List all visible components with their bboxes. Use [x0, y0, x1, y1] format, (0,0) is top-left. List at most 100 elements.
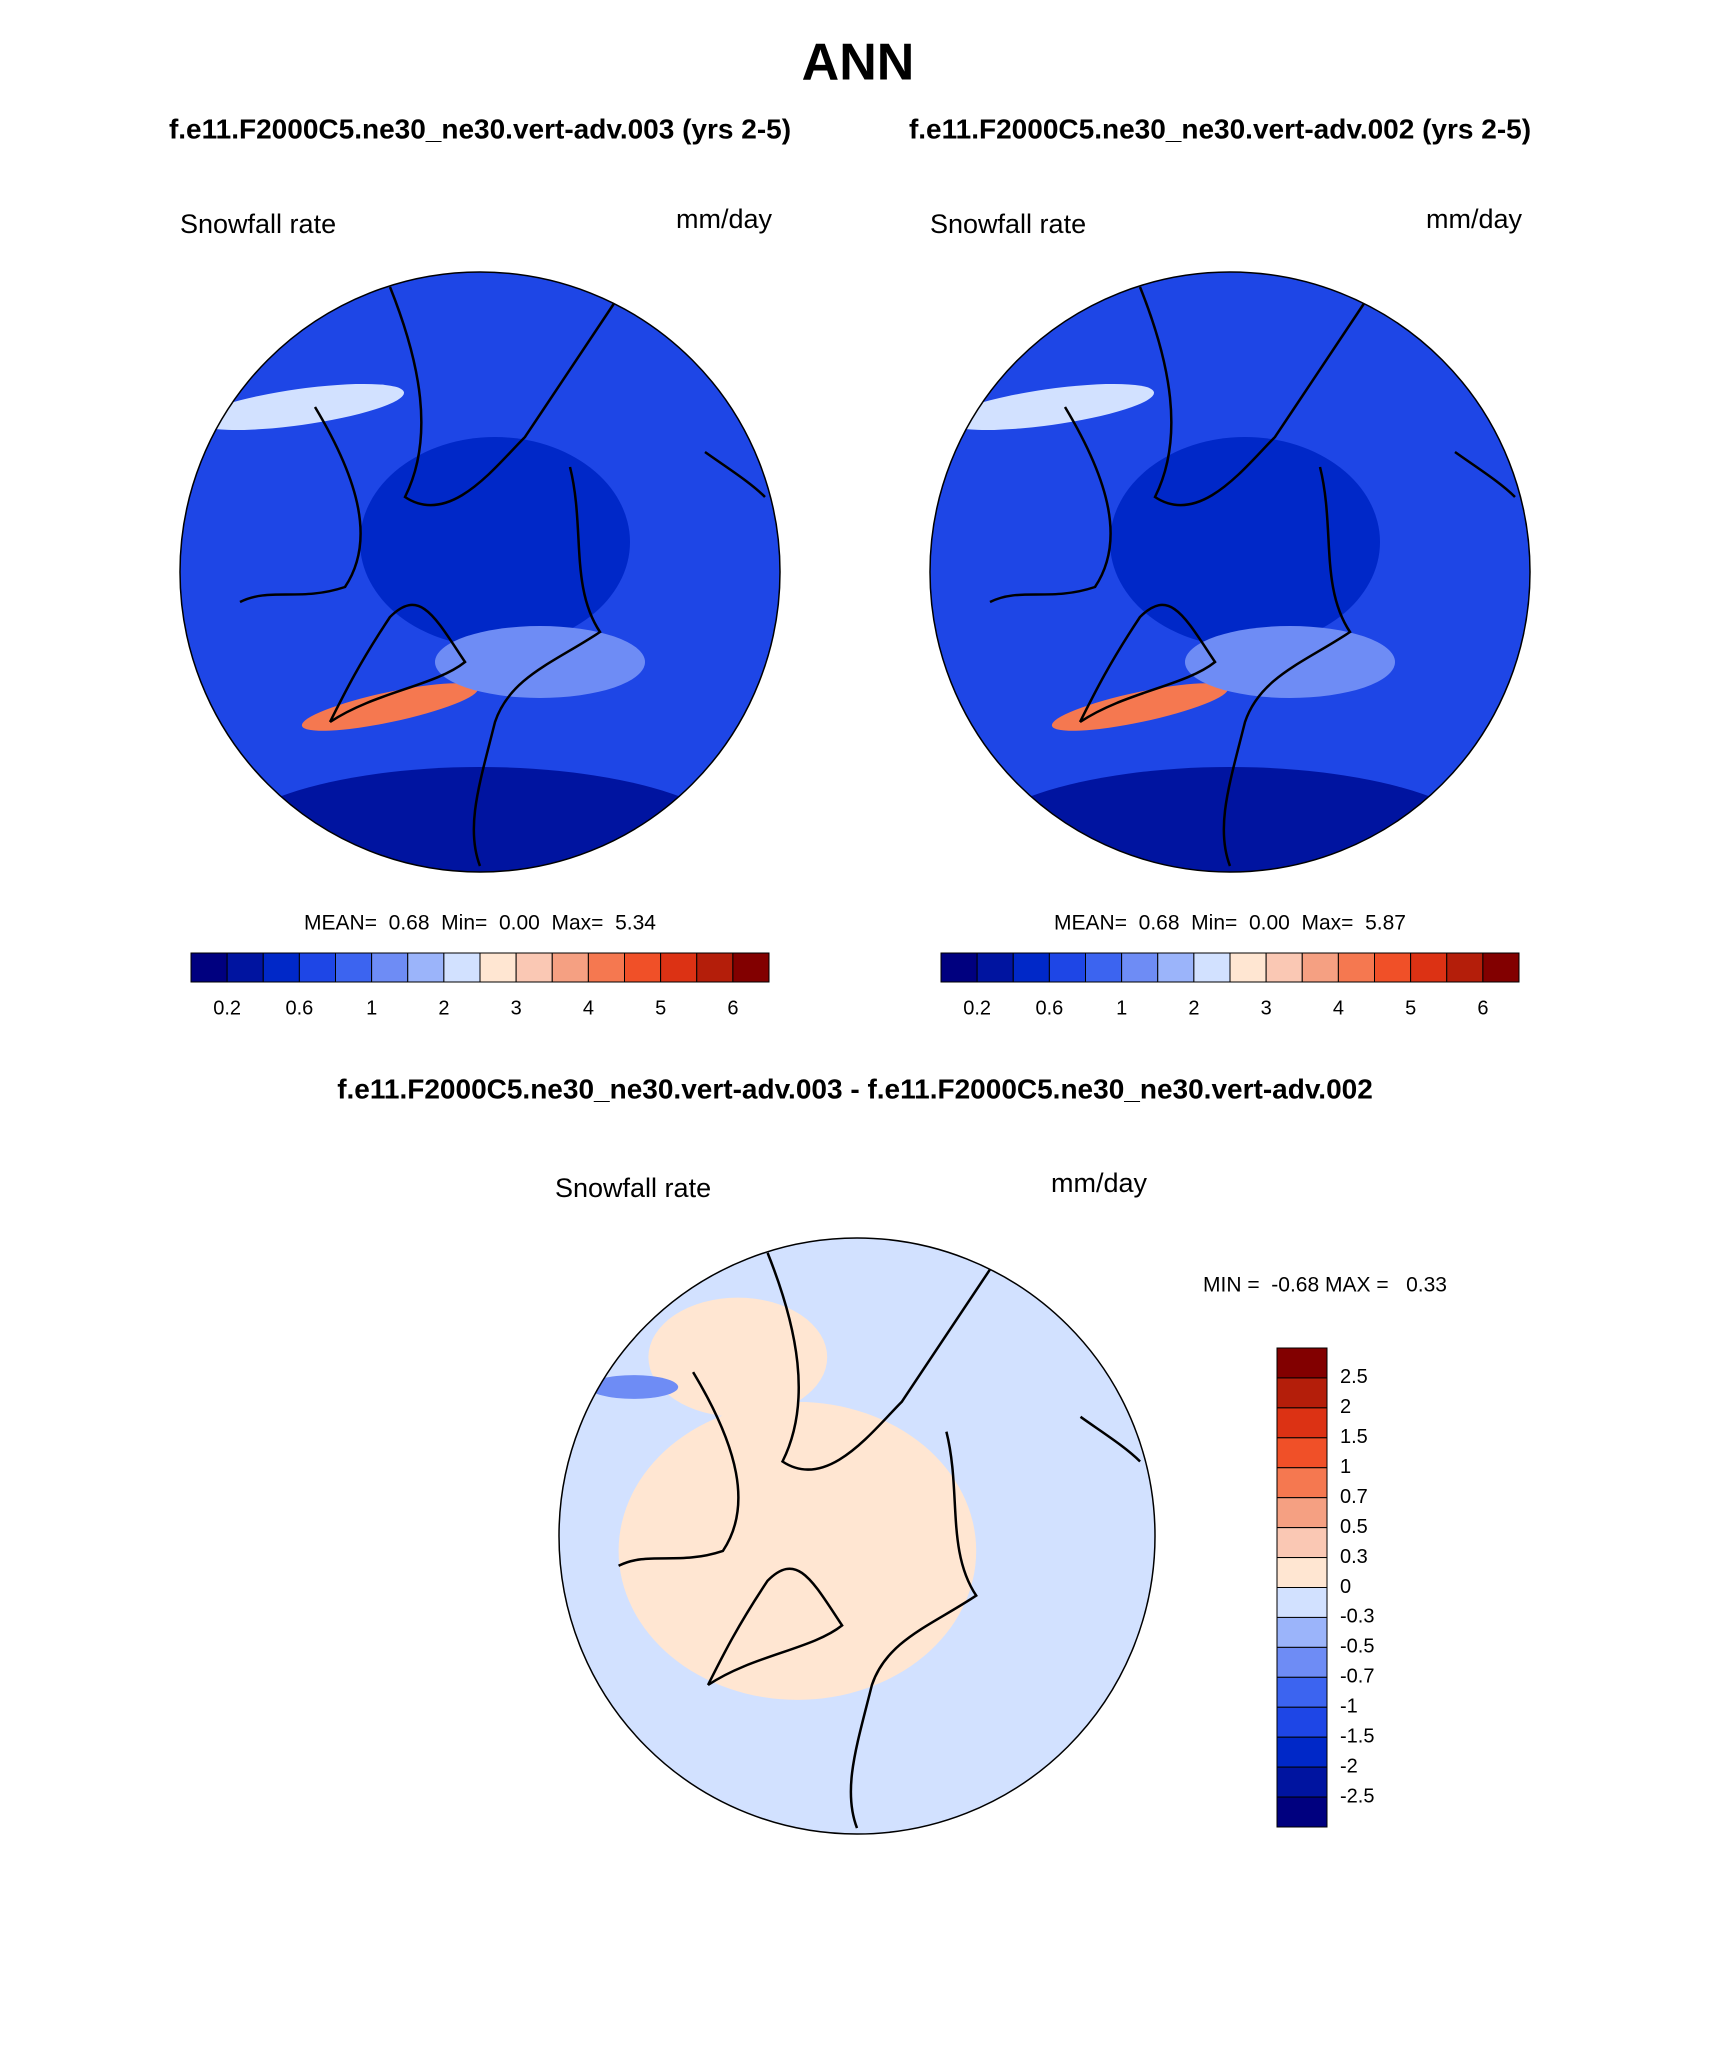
diff-title: f.e11.F2000C5.ne30_ne30.vert-adv.003 - f… [337, 1073, 1373, 1104]
colorbar-label: -1 [1340, 1696, 1358, 1718]
map [559, 1238, 1155, 1834]
colorbar-label: 2 [1340, 1396, 1351, 1418]
case-title: f.e11.F2000C5.ne30_ne30.vert-adv.002 (yr… [909, 113, 1531, 144]
colorbar-box [976, 952, 1014, 983]
colorbar-box [1276, 1706, 1328, 1738]
map-fill [1185, 626, 1395, 698]
colorbar-box [1276, 1407, 1328, 1439]
colorbar-box [1193, 952, 1231, 983]
field-label: Snowfall rate [180, 209, 336, 239]
colorbar-label: 0.3 [1340, 1546, 1368, 1568]
colorbar-label: -0.3 [1340, 1606, 1374, 1628]
colorbar-box [1276, 1527, 1328, 1559]
colorbar-box [551, 952, 589, 983]
map-fill [210, 767, 750, 872]
field-label: Snowfall rate [930, 209, 1086, 239]
colorbar-box [1276, 1557, 1328, 1588]
colorbar-box [1276, 1497, 1328, 1529]
colorbar-label: -2 [1340, 1755, 1358, 1777]
colorbar-box [1276, 1796, 1328, 1828]
colorbar-label: 0.2 [963, 997, 991, 1019]
colorbar-box [1085, 952, 1123, 983]
colorbar-box [1276, 1587, 1328, 1618]
colorbar-label: 6 [1477, 997, 1488, 1019]
map-fill [618, 1401, 977, 1700]
colorbar-label: -0.7 [1340, 1666, 1374, 1688]
colorbar-box [1301, 952, 1339, 983]
colorbar-label: 1 [366, 997, 377, 1019]
colorbar-label: 6 [727, 997, 738, 1019]
colorbar-box [1229, 952, 1267, 983]
colorbar-box [262, 952, 300, 983]
colorbar-box [732, 952, 770, 983]
colorbar-box [1482, 952, 1520, 983]
colorbar-label: 3 [511, 997, 522, 1019]
colorbar-label: -0.5 [1340, 1636, 1374, 1658]
map-border [929, 271, 1531, 873]
colorbar-box [226, 952, 264, 983]
colorbar-box [407, 952, 445, 983]
colorbar-box [1276, 1646, 1328, 1678]
colorbar-box [1276, 1736, 1328, 1768]
map-fill [435, 626, 645, 698]
case-title: f.e11.F2000C5.ne30_ne30.vert-adv.003 (yr… [169, 113, 791, 144]
map-fill [648, 1297, 828, 1417]
colorbar-label: 0 [1340, 1576, 1351, 1598]
units-label: mm/day [1051, 1168, 1148, 1198]
map-fill [945, 383, 1155, 431]
colorbar-box [1410, 952, 1448, 983]
colorbar-label: -2.5 [1340, 1785, 1374, 1807]
stats: MIN = -0.68 MAX = 0.33 [1203, 1274, 1447, 1297]
map-fill [360, 437, 630, 647]
colorbar-box [587, 952, 625, 983]
colorbar-box [371, 952, 409, 983]
colorbar-box [940, 952, 978, 983]
coastline [239, 286, 766, 867]
colorbar-label: 0.7 [1340, 1486, 1368, 1508]
colorbar-box [1276, 1676, 1328, 1708]
colorbar-label: -1.5 [1340, 1725, 1374, 1747]
coastline [618, 1252, 1141, 1829]
colorbar-label: 1 [1116, 997, 1127, 1019]
colorbar-box [1276, 1766, 1328, 1798]
map [930, 272, 1530, 872]
map-fill [588, 1375, 679, 1399]
map-fill [195, 383, 405, 431]
colorbar-box [479, 952, 517, 983]
colorbar-box [1276, 1437, 1328, 1469]
map-fill [1110, 437, 1380, 647]
colorbar-box [1121, 952, 1159, 983]
colorbar-label: 1.5 [1340, 1426, 1368, 1448]
map-border [179, 271, 781, 873]
field-label: Snowfall rate [555, 1173, 711, 1203]
colorbar-box [696, 952, 734, 983]
colorbar-box [1337, 952, 1375, 983]
map-border [558, 1237, 1156, 1835]
colorbar-label: 2 [1188, 997, 1199, 1019]
colorbar-box [335, 952, 373, 983]
colorbar-box [1012, 952, 1050, 983]
stats: MEAN= 0.68 Min= 0.00 Max= 5.34 [304, 912, 656, 935]
units-label: mm/day [1426, 204, 1523, 234]
colorbar-label: 2.5 [1340, 1366, 1368, 1388]
colorbar-box [1276, 1616, 1328, 1648]
units-label: mm/day [676, 204, 773, 234]
figure-title: ANN [802, 34, 915, 92]
colorbar-label: 0.6 [285, 997, 313, 1019]
colorbar-box [515, 952, 553, 983]
map [180, 272, 780, 872]
colorbar-label: 5 [655, 997, 666, 1019]
stats: MEAN= 0.68 Min= 0.00 Max= 5.87 [1054, 912, 1406, 935]
colorbar-box [1276, 1347, 1328, 1379]
map-fill [960, 767, 1500, 872]
colorbar-box [1157, 952, 1195, 983]
map-fill [301, 683, 479, 731]
colorbar-box [1276, 1467, 1328, 1499]
colorbar-box [443, 952, 481, 983]
colorbar-label: 0.5 [1340, 1516, 1368, 1538]
colorbar-box [660, 952, 698, 983]
colorbar-label: 3 [1261, 997, 1272, 1019]
colorbar-box [298, 952, 336, 983]
colorbar-label: 1 [1340, 1456, 1351, 1478]
